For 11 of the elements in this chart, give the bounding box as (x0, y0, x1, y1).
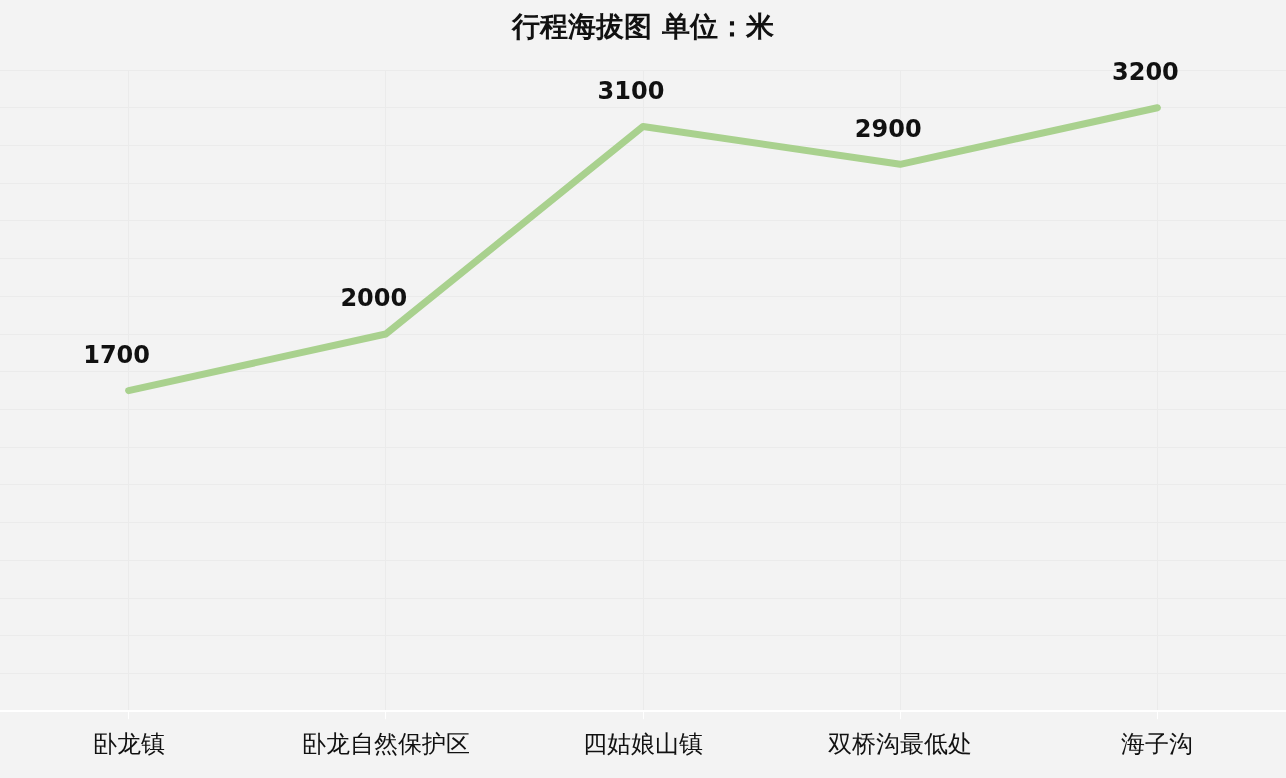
chart-title: 行程海拔图 单位：米 (510, 9, 775, 45)
x-tick-label: 海子沟 (1121, 729, 1194, 758)
x-tick-label: 双桥沟最低处 (828, 729, 973, 758)
data-label: 1700 (83, 340, 150, 369)
x-tick-label: 卧龙自然保护区 (301, 729, 470, 758)
data-label: 2900 (854, 114, 922, 143)
data-label: 3200 (1112, 57, 1179, 86)
data-label: 2000 (340, 284, 408, 313)
x-tick-label: 四姑娘山镇 (583, 729, 703, 758)
x-tick-label: 卧龙镇 (92, 729, 165, 758)
data-label: 3100 (597, 76, 665, 105)
